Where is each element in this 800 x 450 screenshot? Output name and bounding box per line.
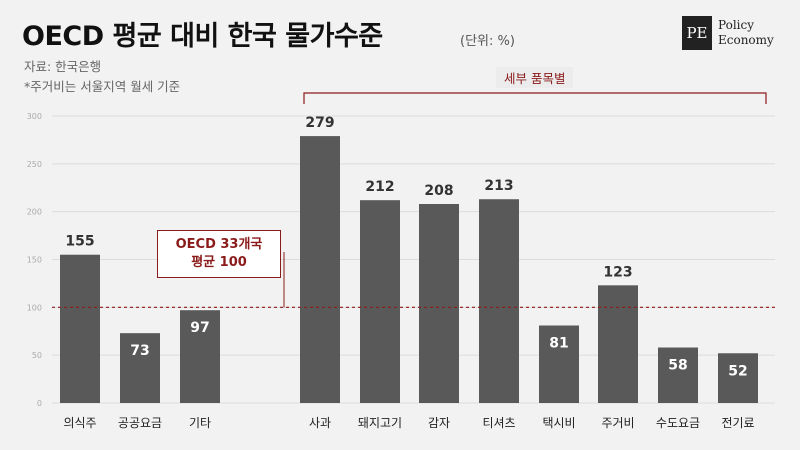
- policy-economy-logo: PE Policy Economy: [682, 16, 778, 50]
- footnote: *주거비는 서울지역 월세 기준: [24, 79, 181, 94]
- detail-bracket: [303, 92, 767, 104]
- x-tick-label: 전기료: [721, 416, 754, 430]
- logo-text-line1: Policy: [718, 18, 754, 32]
- page-title: OECD 평균 대비 한국 물가수준: [22, 21, 383, 52]
- data-label: 52: [728, 363, 747, 379]
- y-tick-label: 0: [37, 399, 42, 408]
- reference-callout-line1: OECD 33개국: [175, 237, 263, 252]
- bar: [658, 347, 698, 403]
- x-tick-label: 공공요금: [118, 416, 162, 430]
- x-tick-label: 택시비: [542, 416, 575, 430]
- x-tick-label: 사과: [309, 416, 331, 430]
- bar: [539, 325, 579, 403]
- data-label: 212: [365, 179, 394, 195]
- detail-items-label: 세부 품목별: [496, 67, 574, 88]
- logo-text-line2: Economy: [718, 33, 774, 47]
- data-label: 58: [668, 358, 687, 374]
- data-label: 97: [190, 320, 209, 336]
- bar: [419, 204, 459, 403]
- y-tick-label: 50: [32, 351, 42, 360]
- source-note: 자료: 한국은행: [24, 59, 102, 74]
- bar: [180, 310, 220, 403]
- y-tick-label: 100: [27, 303, 42, 312]
- logo-mark: PE: [682, 16, 712, 50]
- y-tick-label: 300: [27, 112, 42, 121]
- data-label: 123: [603, 264, 632, 280]
- reference-callout: OECD 33개국 평균 100: [157, 230, 281, 278]
- bar: [479, 199, 519, 403]
- data-label: 208: [424, 183, 453, 199]
- data-label: 155: [65, 234, 94, 250]
- x-tick-label: 의식주: [63, 416, 96, 430]
- x-tick-label: 수도요금: [656, 416, 700, 430]
- bar: [300, 136, 340, 403]
- unit-label: (단위: %): [460, 34, 515, 49]
- y-tick-label: 150: [27, 256, 42, 265]
- x-tick-label: 돼지고기: [358, 416, 402, 430]
- data-label: 81: [549, 336, 568, 352]
- data-label: 73: [130, 343, 149, 359]
- data-label: 213: [484, 178, 513, 194]
- bar: [598, 285, 638, 403]
- x-tick-label: 티셔츠: [482, 416, 515, 430]
- bar: [60, 254, 100, 403]
- bar: [360, 200, 400, 403]
- y-tick-label: 250: [27, 160, 42, 169]
- y-tick-label: 200: [27, 208, 42, 217]
- bar: [718, 353, 758, 403]
- reference-callout-line2: 평균 100: [191, 255, 247, 270]
- data-label: 279: [305, 115, 334, 131]
- x-tick-label: 기타: [189, 416, 211, 430]
- bar: [120, 333, 160, 403]
- x-tick-label: 감자: [428, 416, 450, 430]
- x-tick-label: 주거비: [601, 416, 634, 430]
